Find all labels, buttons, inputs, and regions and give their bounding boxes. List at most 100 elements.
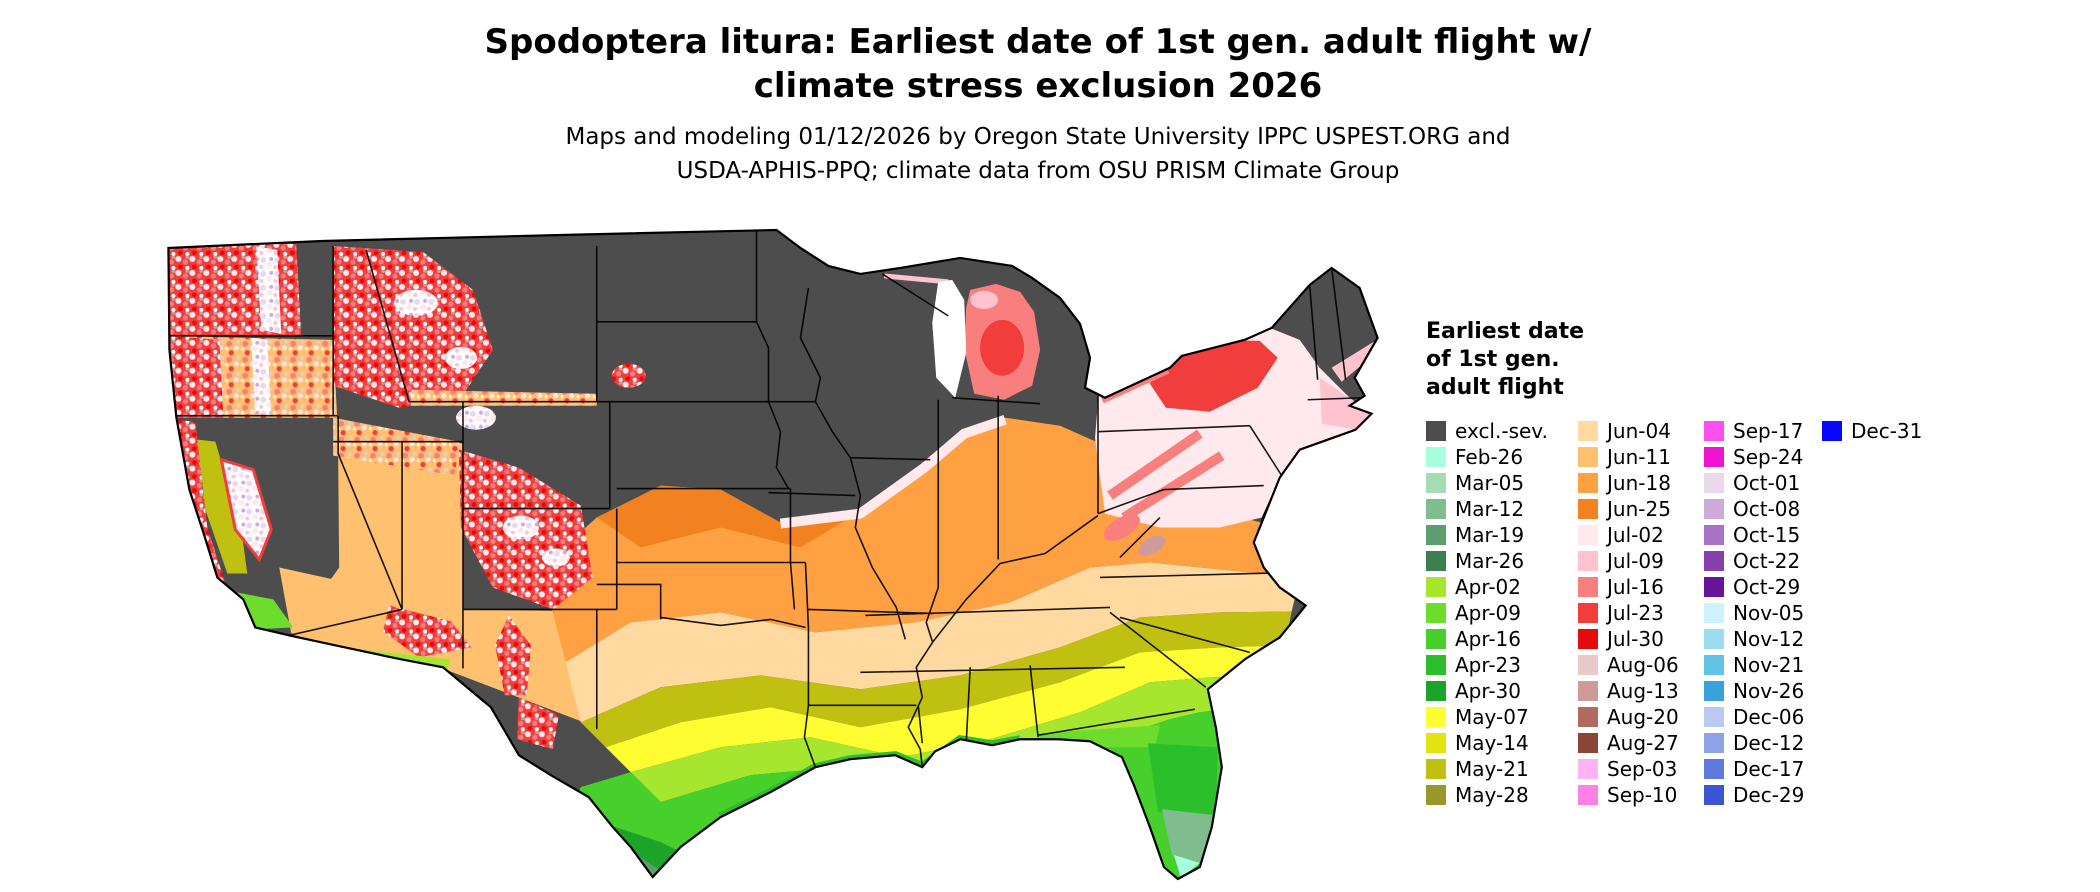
map-region-michigan-core (980, 319, 1025, 376)
legend-swatch (1426, 733, 1446, 753)
map-region-south-florida (1161, 809, 1214, 864)
legend-swatch (1426, 525, 1446, 545)
legend-swatch (1704, 733, 1724, 753)
legend-item: Dec-31 (1822, 418, 1962, 444)
legend-label: Apr-30 (1455, 679, 1521, 703)
legend-item: Apr-02 (1426, 574, 1578, 600)
map-region-central-valley (197, 439, 248, 574)
legend-item: Mar-26 (1426, 548, 1578, 574)
legend-swatch (1578, 759, 1598, 779)
state-borders (168, 229, 1362, 768)
legend-label: Dec-12 (1733, 731, 1805, 755)
legend-swatch (1704, 655, 1724, 675)
legend-label: Jun-18 (1607, 471, 1671, 495)
legend-item: Mar-12 (1426, 496, 1578, 522)
legend-swatch (1426, 629, 1446, 649)
legend-swatch (1578, 421, 1598, 441)
legend-item: Dec-17 (1704, 756, 1822, 782)
legend-label: Aug-13 (1607, 679, 1679, 703)
legend-swatch (1426, 759, 1446, 779)
legend-item: Jul-16 (1578, 574, 1704, 600)
legend-label: May-14 (1455, 731, 1529, 755)
map-region-california-coast-range (175, 419, 228, 596)
map-region-colorado-high-peaks (502, 515, 539, 540)
map-region-early-april-band (630, 675, 1275, 803)
legend-label: Oct-22 (1733, 549, 1801, 573)
legend-item: Jun-11 (1578, 444, 1704, 470)
legend-item: Jun-25 (1578, 496, 1704, 522)
legend-label: Sep-03 (1607, 757, 1678, 781)
legend-label: Aug-20 (1607, 705, 1679, 729)
map-region-late-june-patch (596, 485, 851, 548)
subtitle-line-2: USDA-APHIS-PPQ; climate data from OSU PR… (676, 158, 1400, 184)
us-phenology-map (161, 228, 1380, 884)
legend-label: Sep-10 (1607, 783, 1678, 807)
legend-item: Dec-06 (1704, 704, 1822, 730)
legend-item: Sep-17 (1704, 418, 1822, 444)
legend-item: Jul-02 (1578, 522, 1704, 548)
legend-item: May-14 (1426, 730, 1578, 756)
legend-item: Oct-29 (1704, 574, 1822, 600)
legend-swatch (1704, 759, 1724, 779)
map-region-black-hills (611, 363, 646, 388)
map-region-oregon-cascades (251, 337, 272, 416)
legend-item: Oct-15 (1704, 522, 1822, 548)
legend-item: Sep-03 (1578, 756, 1704, 782)
legend-item: May-21 (1426, 756, 1578, 782)
map-region-pennsylvania-ridge-2 (1121, 451, 1225, 522)
map-region-big-bend (516, 697, 559, 750)
legend-label: Jun-25 (1607, 497, 1671, 521)
map-region-central-florida (1147, 743, 1218, 820)
legend-label: May-21 (1455, 757, 1529, 781)
legend-label: Apr-02 (1455, 575, 1521, 599)
legend-swatch (1704, 707, 1724, 727)
legend-swatch (1578, 785, 1598, 805)
legend-label: Apr-23 (1455, 653, 1521, 677)
legend-item: excl.-sev. (1426, 418, 1578, 444)
legend-swatch (1578, 577, 1598, 597)
map-region-northern-nevada (333, 417, 459, 476)
legend-swatch (1822, 421, 1842, 441)
legend-swatch (1704, 551, 1724, 571)
legend-item: Oct-01 (1704, 470, 1822, 496)
map-region-western-oregon (168, 335, 224, 418)
legend-label: Nov-26 (1733, 679, 1805, 703)
legend-swatch (1578, 447, 1598, 467)
legend-swatch (1704, 603, 1724, 623)
legend-swatch (1578, 733, 1598, 753)
map-region-montana-highlands (444, 346, 477, 369)
legend-label: Jun-11 (1607, 445, 1671, 469)
legend-item: Feb-26 (1426, 444, 1578, 470)
legend-item: Apr-30 (1426, 678, 1578, 704)
map-region-mogollon-rim (383, 605, 471, 658)
subtitle-line-1: Maps and modeling 01/12/2026 by Oregon S… (565, 124, 1511, 150)
legend-columns: excl.-sev. Feb-26 Mar-05 Mar-12 Mar-19 Mar-26… (1426, 418, 1962, 808)
legend-label: Jun-04 (1607, 419, 1671, 443)
legend-label: Jul-09 (1607, 549, 1664, 573)
legend-swatch (1426, 603, 1446, 623)
legend-label: Mar-19 (1455, 523, 1525, 547)
legend-label: Dec-31 (1851, 419, 1923, 443)
map-header: Spodoptera litura: Earliest date of 1st … (238, 20, 1838, 188)
legend-item: Apr-16 (1426, 626, 1578, 652)
map-region-sierra-nevada (219, 457, 273, 563)
legend-swatch (1426, 551, 1446, 571)
legend-column: Sep-17 Sep-24 Oct-01 Oct-08 Oct-15 Oct-22 Oct-… (1704, 418, 1822, 808)
legend-swatch (1578, 525, 1598, 545)
legend-item: Sep-10 (1578, 782, 1704, 808)
legend-column: Jun-04 Jun-11 Jun-18 Jun-25 Jul-02 Jul-09 Jul-… (1578, 418, 1704, 808)
legend-item: Jul-09 (1578, 548, 1704, 574)
legend-label: Sep-17 (1733, 419, 1804, 443)
map-region-pennsylvania-ridge-1 (1107, 429, 1203, 500)
legend-swatch (1704, 447, 1724, 467)
legend-label: Jul-02 (1607, 523, 1664, 547)
legend-item: Aug-06 (1578, 652, 1704, 678)
map-region-late-may-band (580, 611, 1292, 748)
map-region-virginia-ridge (1138, 535, 1166, 556)
map-region-early-may-band (605, 645, 1285, 773)
legend-label: Aug-06 (1607, 653, 1679, 677)
legend-label: Dec-29 (1733, 783, 1805, 807)
legend-item: Apr-23 (1426, 652, 1578, 678)
legend-label: Nov-12 (1733, 627, 1805, 651)
legend-item: Jun-04 (1578, 418, 1704, 444)
